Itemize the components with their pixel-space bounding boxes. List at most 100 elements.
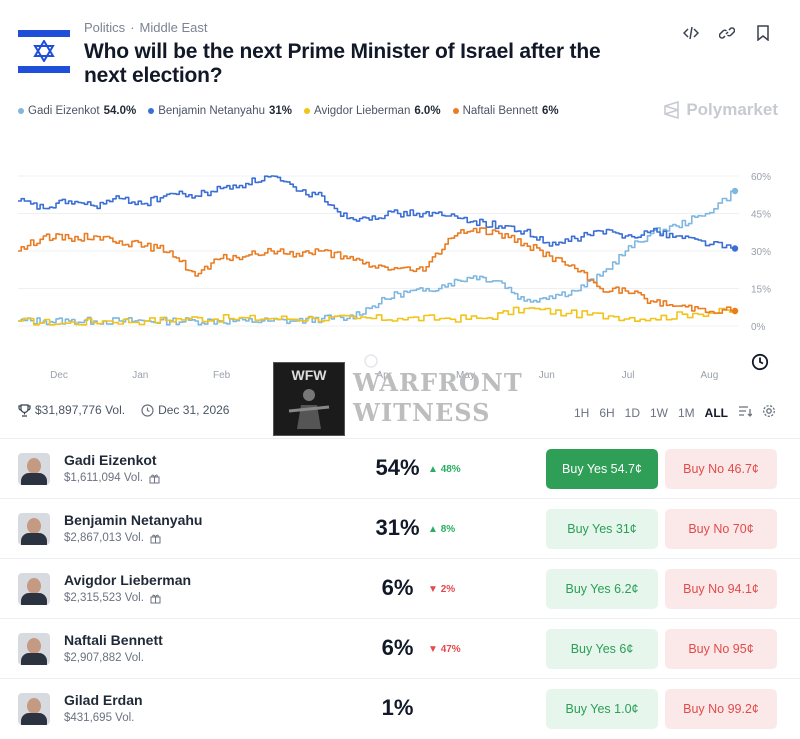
scrub-handle <box>364 354 378 368</box>
market-meta: $31,897,776 Vol. Dec 31, 2026 <box>18 403 229 417</box>
buy-yes-button[interactable]: Buy Yes 6.2¢ <box>546 569 658 609</box>
candidate-name[interactable]: Benjamin Netanyahu <box>64 512 203 528</box>
outcome-percent: 54% <box>375 455 420 480</box>
buy-no-button[interactable]: Buy No 95¢ <box>665 629 777 669</box>
legend-swatch <box>304 108 311 114</box>
breadcrumb-category[interactable]: Politics <box>84 20 126 35</box>
buy-no-button[interactable]: Buy No 99.2¢ <box>665 689 777 729</box>
gift-icon[interactable] <box>149 473 160 484</box>
buy-no-button[interactable]: Buy No 70¢ <box>665 509 777 549</box>
buy-yes-button[interactable]: Buy Yes 31¢ <box>546 509 658 549</box>
series-endpoint <box>731 187 739 195</box>
range-6h[interactable]: 6H <box>599 405 615 420</box>
clock-icon <box>751 353 769 371</box>
legend-name: Benjamin Netanyahu <box>158 105 265 117</box>
gift-icon[interactable] <box>150 593 161 604</box>
legend-item: Gadi Eizenkot 54.0% <box>18 105 136 117</box>
candidate-name[interactable]: Gadi Eizenkot <box>64 452 157 468</box>
y-tick-label: 15% <box>751 285 771 296</box>
candidate-avatar <box>18 513 50 545</box>
chart-legend: Gadi Eizenkot 54.0% Benjamin Netanyahu 31% A… <box>18 105 559 117</box>
buy-yes-button[interactable]: Buy Yes 54.7¢ <box>546 449 658 489</box>
outcome-row[interactable]: Gilad Erdan $431,695 Vol. 1% Buy Yes 1.0¢ Bu… <box>0 678 800 738</box>
buy-yes-button[interactable]: Buy Yes 1.0¢ <box>546 689 658 729</box>
legend-swatch <box>452 108 459 114</box>
watermark-logo: WFW <box>273 362 345 436</box>
page-title: Who will be the next Prime Minister of I… <box>84 40 601 87</box>
range-all[interactable]: ALL <box>704 405 728 420</box>
total-volume: $31,897,776 Vol. <box>18 403 125 417</box>
legend-item: Naftali Bennett 6% <box>452 105 559 117</box>
change-indicator: ▼ 47% <box>428 644 461 655</box>
candidate-name[interactable]: Gilad Erdan <box>64 692 143 708</box>
range-1m[interactable]: 1M <box>678 405 695 420</box>
end-date: Dec 31, 2026 <box>141 403 229 417</box>
outcome-percent: 6% <box>381 635 414 660</box>
range-1w[interactable]: 1W <box>650 405 668 420</box>
outcome-list: Gadi Eizenkot $1,611,094 Vol. 54% ▲ 48% Buy … <box>0 438 800 738</box>
settings-gear-icon[interactable] <box>762 404 776 421</box>
legend-name: Naftali Bennett <box>462 105 538 117</box>
candidate-name[interactable]: Naftali Bennett <box>64 632 163 648</box>
outcome-row[interactable]: Benjamin Netanyahu $2,867,013 Vol. 31% ▲ 8%… <box>0 498 800 558</box>
candidate-volume: $431,695 Vol. <box>64 712 135 724</box>
range-1d[interactable]: 1D <box>624 405 640 420</box>
change-indicator: ▼ 2% <box>428 584 456 595</box>
filter-lines-icon[interactable] <box>738 405 753 420</box>
x-tick-label: Feb <box>213 370 231 381</box>
x-tick-label: Jun <box>539 370 555 381</box>
legend-value: 54.0% <box>103 105 137 117</box>
series-line <box>18 175 736 249</box>
legend-value: 6% <box>542 105 559 117</box>
y-tick-label: 45% <box>751 210 771 221</box>
time-range-selector: 1H 6H 1D 1W 1M ALL <box>574 404 776 421</box>
x-tick-label: Jan <box>132 370 148 381</box>
x-tick-label: Dec <box>50 370 68 381</box>
legend-item: Benjamin Netanyahu 31% <box>148 105 292 117</box>
buy-yes-button[interactable]: Buy Yes 6¢ <box>546 629 658 669</box>
legend-swatch <box>148 108 155 114</box>
legend-name: Avigdor Lieberman <box>314 105 411 117</box>
legend-value: 6.0% <box>414 105 441 117</box>
outcome-percent: 1% <box>381 695 414 720</box>
series-endpoint <box>731 245 739 252</box>
bookmark-icon[interactable] <box>754 24 772 42</box>
change-indicator: ▲ 48% <box>428 464 461 475</box>
watermark-line1: WARFRONT <box>353 368 523 397</box>
embed-code-icon[interactable] <box>682 24 700 42</box>
candidate-avatar <box>18 633 50 665</box>
candidate-name[interactable]: Avigdor Lieberman <box>64 572 192 588</box>
y-tick-label: 30% <box>751 247 771 258</box>
outcome-percent: 31% <box>375 515 420 540</box>
series-endpoint <box>731 307 739 315</box>
history-clock-button[interactable] <box>748 350 772 374</box>
candidate-volume: $2,315,523 Vol. <box>64 592 161 604</box>
candidate-volume: $2,907,882 Vol. <box>64 652 144 664</box>
link-icon[interactable] <box>718 24 736 42</box>
y-tick-label: 0% <box>751 322 766 333</box>
candidate-avatar <box>18 453 50 485</box>
series-line <box>18 227 736 314</box>
outcome-row[interactable]: Naftali Bennett $2,907,882 Vol. 6% ▼ 47% Buy… <box>0 618 800 678</box>
x-tick-label: Apr <box>376 370 392 381</box>
polymarket-logo: Polymarket <box>664 100 778 120</box>
breadcrumb: Politics · Middle East <box>84 20 208 35</box>
watermark: WFW WARFRONT WITNESS <box>273 362 522 436</box>
range-1h[interactable]: 1H <box>573 405 590 420</box>
clock-small-icon <box>141 403 154 417</box>
series-line <box>18 306 736 326</box>
candidate-volume: $2,867,013 Vol. <box>64 532 161 544</box>
outcome-row[interactable]: Avigdor Lieberman $2,315,523 Vol. 6% ▼ 2% Bu… <box>0 558 800 618</box>
legend-swatch <box>18 108 24 114</box>
gift-icon[interactable] <box>150 533 161 544</box>
buy-no-button[interactable]: Buy No 46.7¢ <box>665 449 777 489</box>
candidate-volume: $1,611,094 Vol. <box>64 472 160 484</box>
x-tick-label: May <box>456 370 475 381</box>
x-tick-label: Jul <box>622 370 635 381</box>
series-line <box>18 190 736 326</box>
outcome-row[interactable]: Gadi Eizenkot $1,611,094 Vol. 54% ▲ 48% Buy … <box>0 438 800 498</box>
polymarket-logo-icon <box>664 101 680 119</box>
candidate-avatar <box>18 573 50 605</box>
breadcrumb-subcategory[interactable]: Middle East <box>139 20 208 35</box>
buy-no-button[interactable]: Buy No 94.1¢ <box>665 569 777 609</box>
